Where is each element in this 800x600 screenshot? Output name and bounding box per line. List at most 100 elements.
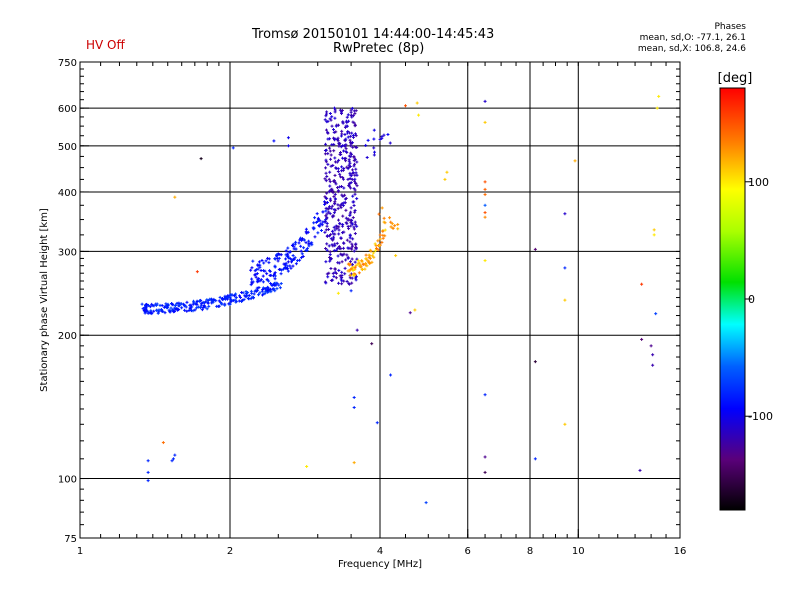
data-point: [295, 262, 297, 266]
data-point: [333, 274, 335, 278]
data-point: [261, 289, 263, 293]
data-point: [331, 229, 333, 233]
data-point: [327, 162, 329, 166]
x-tick-label: 8: [527, 546, 533, 557]
data-point: [340, 236, 342, 240]
data-point: [251, 266, 253, 270]
data-point: [345, 147, 347, 151]
chart-title-line1: Tromsø 20150101 14:44:00-14:45:43: [252, 27, 495, 42]
data-point: [255, 289, 257, 293]
data-point: [409, 311, 411, 315]
data-point: [349, 177, 351, 181]
data-point: [225, 296, 227, 300]
data-point: [332, 214, 334, 218]
data-point: [350, 151, 352, 155]
data-point: [332, 238, 334, 242]
data-point: [200, 157, 202, 161]
data-point: [333, 235, 335, 239]
data-point: [255, 275, 257, 279]
data-point: [250, 297, 252, 301]
data-point: [355, 247, 357, 251]
data-point: [333, 211, 335, 215]
data-point: [143, 308, 145, 312]
x-tick-label: 16: [674, 546, 687, 557]
data-point: [262, 269, 264, 273]
data-point: [345, 208, 347, 212]
data-point: [258, 277, 260, 281]
data-point: [274, 257, 276, 261]
data-point: [159, 303, 161, 307]
data-point: [353, 179, 355, 183]
data-point: [147, 479, 149, 483]
data-point: [320, 228, 322, 232]
data-point: [287, 246, 289, 250]
data-point: [329, 253, 331, 257]
data-point: [246, 294, 248, 298]
data-point: [330, 118, 332, 122]
data-point: [340, 134, 342, 138]
data-point: [373, 255, 375, 259]
data-point: [166, 305, 168, 309]
data-point: [260, 278, 262, 282]
data-point: [348, 182, 350, 186]
data-point: [266, 272, 268, 276]
data-point: [325, 158, 327, 162]
x-tick-label: 6: [465, 546, 471, 557]
data-point: [278, 267, 280, 271]
data-point: [355, 278, 357, 282]
data-point: [351, 115, 353, 119]
data-point: [239, 294, 241, 298]
data-point: [352, 269, 354, 273]
data-point: [184, 308, 186, 312]
data-point: [344, 193, 346, 197]
y-tick-label: 300: [58, 247, 77, 258]
data-point: [384, 228, 386, 232]
data-point: [165, 302, 167, 306]
data-point: [347, 262, 349, 266]
data-point: [150, 311, 152, 315]
data-point: [162, 441, 164, 445]
data-point: [212, 299, 214, 303]
data-point: [362, 262, 364, 266]
data-point: [234, 298, 236, 302]
data-point: [484, 193, 486, 197]
data-point: [301, 238, 303, 242]
data-point: [343, 252, 345, 256]
data-point: [327, 137, 329, 141]
data-point: [146, 309, 148, 313]
data-point: [285, 249, 287, 253]
data-point: [259, 263, 261, 267]
data-point: [377, 239, 379, 243]
data-point: [197, 305, 199, 309]
data-point: [356, 197, 358, 201]
data-point: [174, 195, 176, 199]
data-point: [312, 226, 314, 230]
data-point: [374, 150, 376, 154]
data-point: [354, 157, 356, 161]
data-point: [484, 99, 486, 103]
data-point: [345, 137, 347, 141]
data-point: [484, 259, 486, 263]
data-point: [161, 308, 163, 312]
colorbar-label: [deg]: [718, 71, 753, 86]
data-point: [228, 302, 230, 306]
data-point: [354, 272, 356, 276]
data-point: [178, 301, 180, 305]
data-point: [534, 247, 536, 251]
data-point: [347, 177, 349, 181]
data-point: [349, 276, 351, 280]
data-point: [267, 286, 269, 290]
data-point: [373, 146, 375, 150]
data-point: [317, 216, 319, 220]
data-point: [251, 277, 253, 281]
data-point: [349, 164, 351, 168]
data-point: [351, 152, 353, 156]
data-point: [347, 256, 349, 260]
data-point: [326, 212, 328, 216]
data-point: [351, 177, 353, 181]
data-point: [349, 171, 351, 175]
data-point: [343, 201, 345, 205]
data-point: [265, 259, 267, 263]
data-point: [196, 306, 198, 310]
data-point: [311, 243, 313, 247]
